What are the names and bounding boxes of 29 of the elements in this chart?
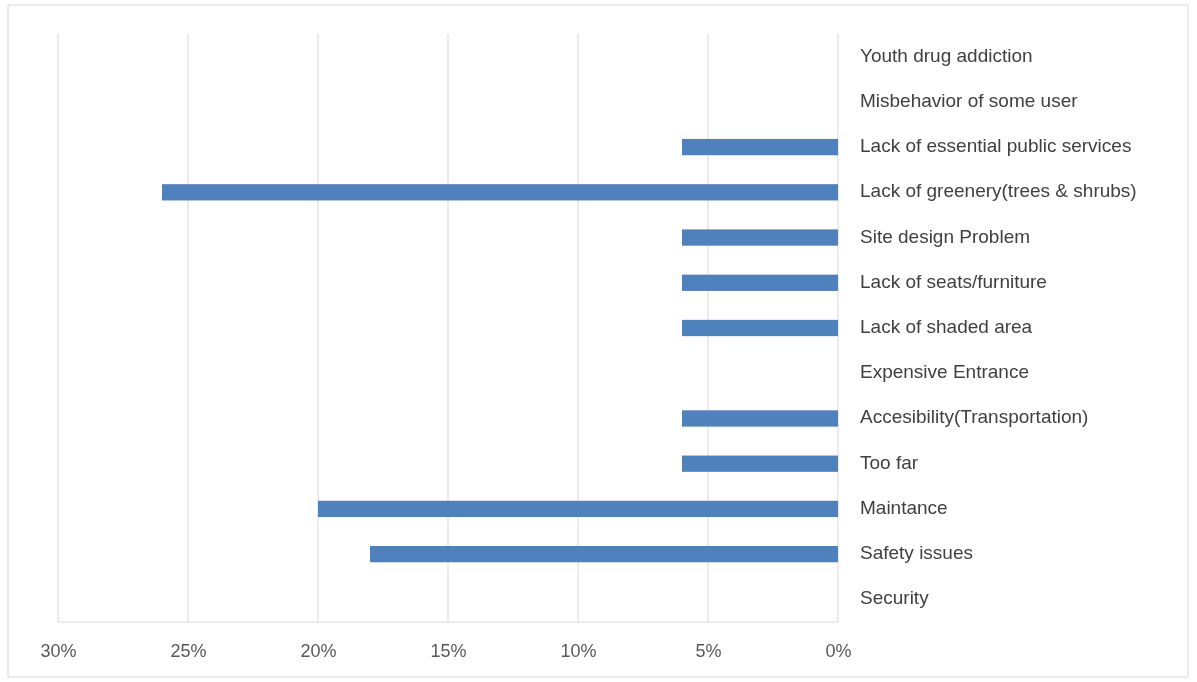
y-tick-label: Security: [860, 587, 930, 609]
bar: [682, 274, 838, 291]
x-tick-label: 30%: [40, 640, 77, 661]
y-tick-label: Lack of shaded area: [860, 316, 1033, 338]
bar: [682, 455, 838, 472]
x-tick-label: 25%: [170, 640, 207, 661]
y-tick-label: Lack of seats/furniture: [860, 270, 1047, 292]
x-tick-label: 10%: [560, 640, 597, 661]
x-tick-label: 0%: [825, 640, 852, 661]
bar: [682, 410, 838, 427]
y-tick-label: Misbehavior of some user: [860, 89, 1079, 111]
bar: [682, 319, 838, 337]
bar: [682, 229, 838, 246]
x-tick-label: 15%: [430, 640, 467, 661]
bar: [318, 500, 838, 518]
y-tick-label: Lack of greenery(trees & shrubs): [860, 180, 1137, 202]
y-tick-label: Too far: [860, 451, 919, 473]
y-tick-label: Lack of essential public services: [860, 135, 1132, 157]
x-tick-label: 20%: [300, 640, 337, 661]
y-tick-label: Expensive Entrance: [860, 361, 1029, 383]
bar: [162, 184, 838, 201]
y-tick-label: Maintance: [860, 496, 948, 518]
y-tick-label: Youth drug addiction: [860, 44, 1033, 66]
y-tick-label: Site design Problem: [860, 225, 1031, 247]
y-tick-label: Safety issues: [860, 542, 973, 564]
x-tick-label: 5%: [695, 640, 722, 661]
bar: [682, 138, 838, 156]
bar: [370, 546, 838, 563]
y-tick-label: Accesibility(Transportation): [860, 406, 1089, 428]
